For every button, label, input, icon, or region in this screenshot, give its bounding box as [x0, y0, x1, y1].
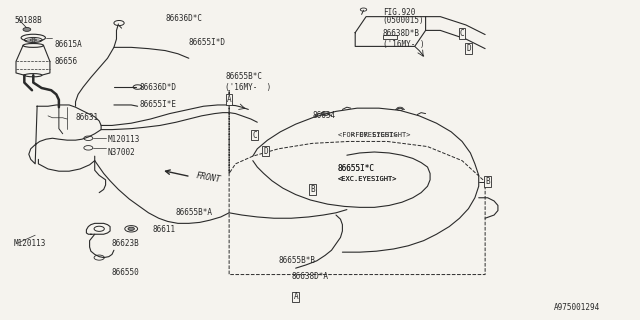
Text: B: B	[485, 177, 490, 186]
Text: 59188B: 59188B	[14, 16, 42, 25]
Circle shape	[128, 227, 134, 230]
Text: C: C	[460, 29, 465, 38]
Ellipse shape	[27, 38, 40, 42]
Text: M120113: M120113	[14, 239, 47, 248]
Text: 86636D*D: 86636D*D	[140, 83, 177, 92]
Text: 86655I*E: 86655I*E	[140, 100, 177, 109]
Text: A975001294: A975001294	[554, 303, 600, 312]
Text: A: A	[227, 95, 232, 104]
Text: 86638D*A: 86638D*A	[291, 272, 328, 281]
Text: 86655I*C: 86655I*C	[338, 164, 375, 173]
Text: 86623B: 86623B	[112, 239, 140, 248]
Text: ('16MY-  ): ('16MY- )	[225, 83, 271, 92]
Text: C: C	[252, 131, 257, 140]
Text: 86638D*B: 86638D*B	[383, 29, 420, 38]
Text: 86655I*D: 86655I*D	[189, 38, 226, 47]
Ellipse shape	[30, 39, 36, 41]
Text: M120113: M120113	[108, 135, 140, 144]
Text: 86655B*C: 86655B*C	[225, 72, 262, 81]
Text: D: D	[466, 44, 471, 53]
Text: FRONT: FRONT	[195, 171, 221, 184]
Text: <FOR EYESIGHT>: <FOR EYESIGHT>	[338, 132, 397, 138]
Text: ('16MY- ): ('16MY- )	[383, 40, 424, 49]
Text: 86656: 86656	[54, 57, 77, 66]
Text: 86655I*C: 86655I*C	[338, 164, 375, 173]
Text: <FOR EYESIGHT>: <FOR EYESIGHT>	[351, 132, 410, 138]
Text: <EXC.EYESIGHT>: <EXC.EYESIGHT>	[338, 176, 397, 181]
Text: 86634: 86634	[312, 111, 335, 120]
Text: D: D	[263, 147, 268, 156]
Text: N37002: N37002	[108, 148, 135, 157]
Text: 866550: 866550	[112, 268, 140, 277]
Text: 86636D*C: 86636D*C	[165, 14, 202, 23]
Text: 86611: 86611	[152, 225, 175, 234]
Bar	[383, 35, 397, 39]
Text: FIG.920: FIG.920	[383, 8, 415, 17]
Text: <EXC.EYESIGHT>: <EXC.EYESIGHT>	[338, 176, 397, 181]
Text: 86655B*B: 86655B*B	[278, 256, 316, 265]
Text: (0500015): (0500015)	[383, 16, 424, 25]
Text: B: B	[310, 185, 315, 194]
Text: 86615A: 86615A	[54, 40, 82, 49]
Circle shape	[23, 28, 31, 31]
Text: H: H	[32, 37, 35, 43]
Text: 86655B*A: 86655B*A	[176, 208, 213, 217]
Text: A: A	[293, 292, 298, 301]
Text: 86631: 86631	[76, 113, 99, 122]
